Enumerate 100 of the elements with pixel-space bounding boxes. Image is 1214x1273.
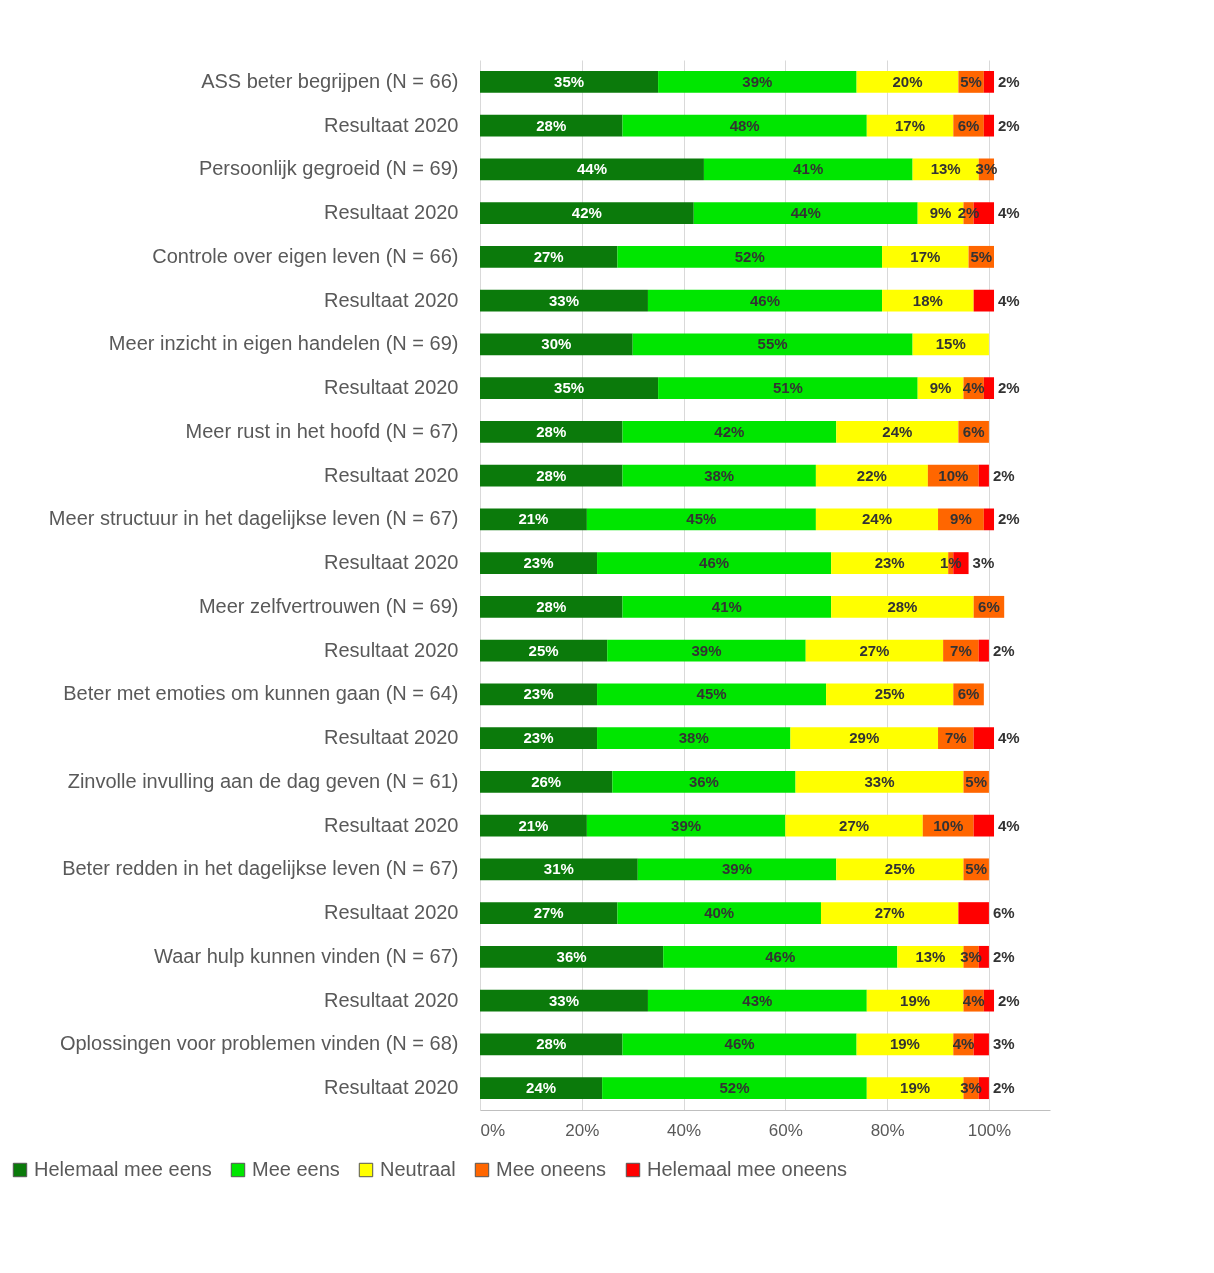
data-label: 2% — [992, 466, 1015, 484]
data-label: 20% — [892, 72, 923, 90]
data-label: 40% — [704, 904, 735, 922]
y-tick-label: Meer zelfvertrouwen (N = 69) — [198, 594, 459, 617]
bar — [480, 945, 664, 968]
data-label: 26% — [531, 772, 562, 790]
data-label: 28% — [536, 422, 567, 440]
bar — [658, 70, 857, 93]
bar — [856, 70, 959, 93]
data-label: 38% — [704, 466, 735, 484]
data-label: 17% — [895, 116, 926, 134]
data-label: 9% — [929, 379, 952, 397]
bar — [480, 683, 598, 706]
bar — [978, 464, 989, 487]
legend-label: Helemaal mee eens — [34, 1158, 212, 1180]
data-label: 24% — [526, 1079, 557, 1097]
bar — [983, 989, 995, 1012]
x-tick-label: 40% — [667, 1120, 702, 1140]
data-label: 4% — [962, 991, 985, 1009]
data-label: 2% — [998, 116, 1020, 134]
data-label: 36% — [688, 772, 719, 790]
bar — [826, 683, 954, 706]
bar — [815, 464, 928, 487]
data-label: 23% — [523, 685, 554, 703]
data-label: 33% — [548, 291, 579, 309]
data-label: 4% — [998, 816, 1020, 834]
bar — [480, 1033, 623, 1056]
data-label: 42% — [571, 204, 602, 222]
bar — [597, 727, 791, 750]
data-label: 27% — [533, 904, 564, 922]
bar — [866, 114, 954, 137]
data-label: 21% — [518, 510, 549, 528]
data-label: 36% — [556, 947, 587, 965]
data-label: 46% — [749, 291, 781, 309]
bar — [612, 770, 796, 793]
y-tick-label: Beter redden in het dagelijkse leven (N = 67) — [62, 857, 459, 880]
data-label: 3% — [972, 554, 995, 572]
data-label: 13% — [930, 160, 961, 178]
data-label: 30% — [541, 335, 572, 353]
data-label: 55% — [757, 335, 788, 353]
data-label: 5% — [970, 247, 993, 265]
bar — [480, 770, 613, 793]
data-label: 24% — [861, 510, 892, 528]
bar — [480, 202, 694, 225]
data-label: 46% — [699, 554, 730, 572]
data-label: 5% — [960, 72, 982, 90]
y-tick-label: Resultaat 2020 — [323, 813, 459, 836]
data-label: 13% — [915, 947, 946, 965]
y-tick-label: Meer rust in het hoofd (N = 67) — [185, 419, 459, 442]
data-label: 4% — [998, 204, 1020, 222]
bar — [622, 595, 832, 618]
bar — [983, 114, 995, 137]
data-label: 2% — [998, 379, 1020, 397]
bar — [480, 377, 659, 400]
bar — [790, 727, 939, 750]
data-label: 18% — [912, 291, 943, 309]
data-label: 28% — [536, 116, 567, 134]
bar — [647, 989, 867, 1012]
x-tick-label: 60% — [768, 1120, 803, 1140]
y-tick-label: Resultaat 2020 — [323, 463, 459, 486]
data-label: 15% — [935, 335, 966, 353]
legend-label: Helemaal mee oneens — [647, 1158, 848, 1180]
bar — [586, 814, 786, 837]
bar — [480, 552, 598, 575]
data-label: 5% — [965, 772, 988, 790]
y-tick-label: Resultaat 2020 — [323, 201, 459, 224]
bar — [973, 289, 995, 312]
data-label: 39% — [671, 816, 702, 834]
data-label: 27% — [533, 247, 564, 265]
data-label: 6% — [978, 597, 1000, 615]
bar — [815, 508, 939, 531]
y-tick-label: Resultaat 2020 — [323, 901, 459, 924]
data-label: 4% — [952, 1035, 975, 1053]
bar — [602, 1077, 867, 1100]
data-label: 35% — [554, 72, 585, 90]
bar — [480, 289, 648, 312]
y-tick-label: Zinvolle invulling aan de dag geven (N = 61) — [67, 769, 459, 792]
bar — [480, 727, 598, 750]
legend-label: Neutraal — [380, 1158, 456, 1180]
data-label: 5% — [965, 860, 988, 878]
y-tick-label: ASS beter begrijpen (N = 66) — [201, 69, 459, 92]
bar — [480, 508, 587, 531]
y-tick-label: Resultaat 2020 — [323, 376, 459, 399]
bar — [831, 595, 974, 618]
y-tick-label: Waar hulp kunnen vinden (N = 67) — [154, 944, 459, 967]
data-label: 25% — [874, 685, 905, 703]
data-label: 2% — [998, 991, 1020, 1009]
y-tick-label: Resultaat 2020 — [323, 988, 459, 1011]
data-label: 23% — [523, 729, 554, 747]
data-label: 2% — [998, 72, 1020, 90]
data-label: 25% — [884, 860, 915, 878]
x-tick-label: 100% — [967, 1120, 1012, 1140]
y-tick-label: Resultaat 2020 — [323, 288, 459, 311]
bar — [617, 902, 821, 925]
bar — [622, 114, 867, 137]
y-tick-label: Resultaat 2020 — [323, 113, 459, 136]
bar — [663, 945, 898, 968]
bar — [658, 377, 918, 400]
data-label: 6% — [957, 116, 980, 134]
data-label: 24% — [882, 422, 913, 440]
